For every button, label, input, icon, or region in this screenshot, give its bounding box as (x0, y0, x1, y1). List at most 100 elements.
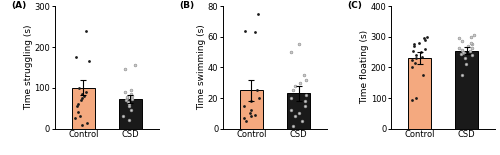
Point (417, 51, 425, 53)
Point (78, 97, 86, 99)
Point (468, 47, 475, 50)
Point (300, 74, 308, 76)
Point (78, 93, 86, 95)
Point (287, 109, 295, 112)
Point (131, 64, 139, 67)
Point (301, 100, 309, 102)
Point (242, 120, 250, 122)
Point (126, 119, 134, 122)
Point (291, 115, 299, 118)
Point (459, 50, 467, 53)
Point (291, 85, 299, 87)
Point (411, 62, 419, 64)
Point (468, 43, 475, 46)
Point (126, 89, 134, 91)
Point (128, 109, 136, 112)
Point (464, 45, 471, 47)
Point (408, 59, 416, 61)
Point (73, 105, 81, 107)
Text: (C): (C) (348, 1, 362, 10)
Point (455, 46, 463, 49)
Point (74, 111, 82, 114)
Bar (408, 58, 432, 129)
Point (82, 91, 90, 93)
Point (78, 123, 86, 126)
Point (74, 87, 82, 89)
Point (468, 54, 476, 56)
Point (251, 31, 259, 33)
Point (466, 49, 474, 52)
Point (462, 63, 470, 66)
Point (124, 101, 132, 103)
Point (247, 109, 255, 112)
Point (76, 115, 84, 118)
Point (419, 74, 427, 76)
Point (240, 117, 248, 119)
Point (247, 115, 255, 118)
Point (422, 39, 430, 41)
Point (125, 103, 133, 105)
Text: (B): (B) (180, 1, 194, 10)
Point (83, 121, 91, 124)
Y-axis label: Time swimming (s): Time swimming (s) (197, 24, 206, 110)
Point (412, 97, 420, 99)
Point (412, 57, 420, 60)
Point (286, 51, 294, 53)
Point (254, 13, 262, 15)
Point (467, 36, 475, 38)
Y-axis label: Time floating (s): Time floating (s) (360, 30, 369, 104)
Point (295, 43, 303, 46)
Point (251, 114, 259, 116)
Point (253, 89, 261, 92)
Point (460, 51, 468, 54)
Point (458, 48, 466, 51)
Point (416, 42, 424, 44)
Point (74, 103, 82, 105)
Point (120, 91, 128, 93)
Point (289, 89, 297, 92)
Bar (72, 88, 95, 129)
Point (458, 52, 466, 55)
Point (246, 112, 254, 115)
Point (410, 45, 418, 47)
Bar (118, 99, 142, 129)
Point (124, 97, 132, 99)
Point (128, 95, 136, 97)
Bar (287, 93, 310, 129)
Point (408, 98, 416, 101)
Point (82, 29, 90, 32)
Point (240, 104, 248, 107)
Point (408, 66, 416, 69)
Point (458, 74, 466, 76)
Text: (A): (A) (12, 1, 26, 10)
Point (302, 104, 310, 107)
Point (422, 48, 430, 50)
Point (122, 68, 130, 71)
Point (466, 42, 474, 44)
Point (458, 40, 466, 43)
Y-axis label: Time struggling (s): Time struggling (s) (24, 25, 33, 110)
Point (122, 96, 130, 98)
Point (418, 55, 426, 58)
Point (462, 57, 469, 60)
Point (423, 36, 431, 38)
Point (86, 60, 94, 62)
Point (77, 99, 85, 101)
Point (296, 82, 304, 84)
Point (295, 112, 303, 115)
Point (127, 93, 135, 95)
Point (247, 100, 255, 102)
Point (122, 99, 130, 101)
Point (420, 37, 428, 40)
Point (408, 49, 416, 52)
Point (412, 54, 420, 56)
Point (72, 117, 80, 120)
Bar (240, 90, 263, 129)
Point (410, 43, 418, 46)
Point (241, 29, 249, 32)
Point (287, 97, 295, 99)
Point (72, 56, 80, 58)
Point (302, 94, 310, 96)
Point (126, 105, 134, 107)
Point (119, 115, 127, 118)
